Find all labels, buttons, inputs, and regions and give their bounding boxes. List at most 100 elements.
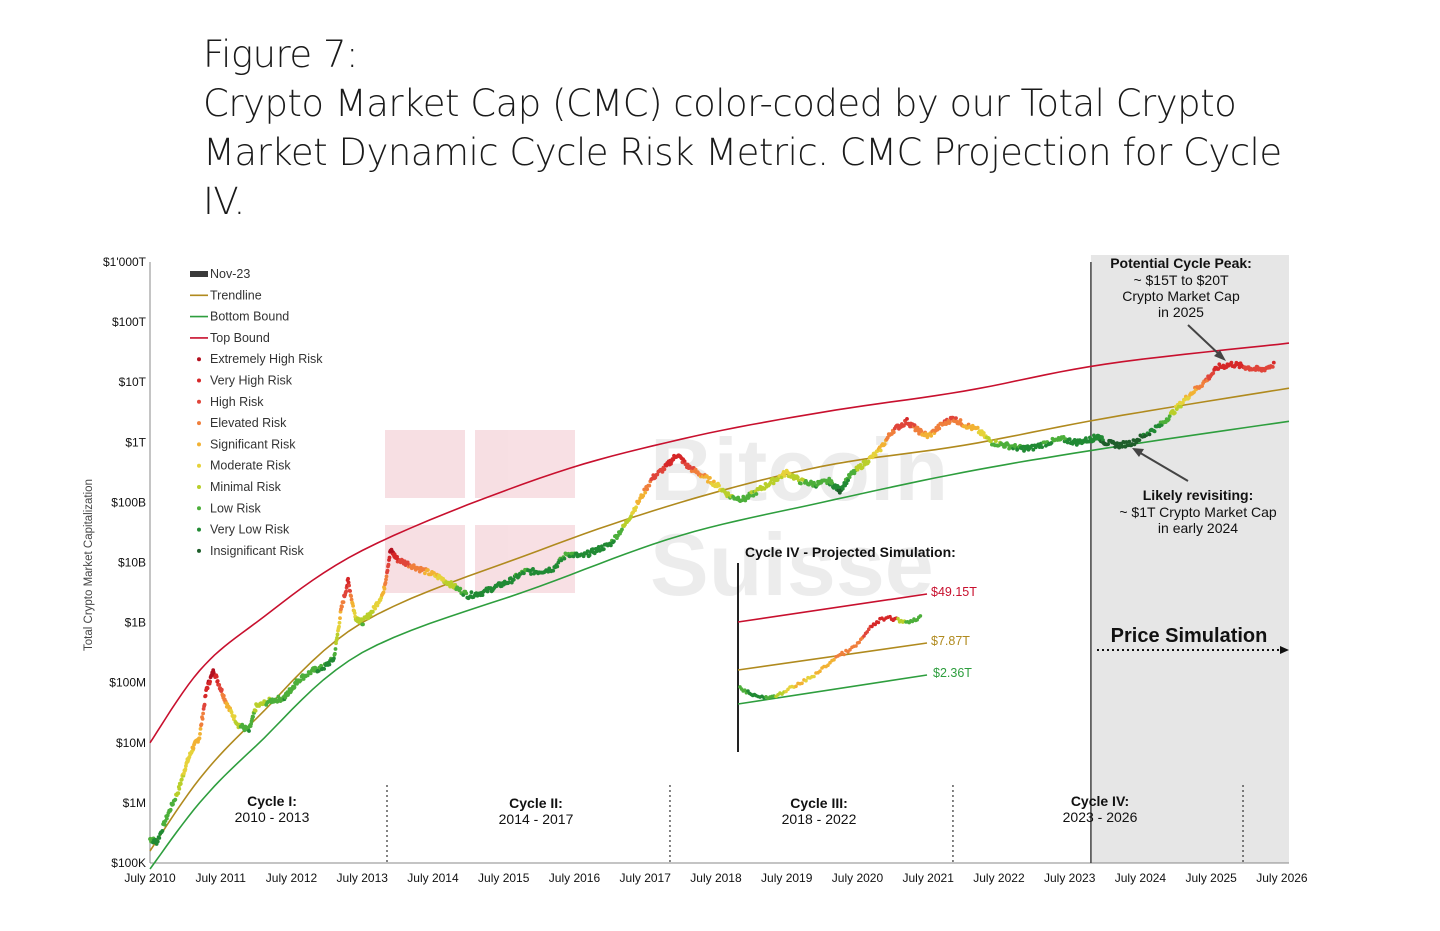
price-point: [531, 567, 535, 571]
price-point: [590, 547, 595, 552]
x-tick-label: July 2025: [1185, 871, 1237, 885]
price-point: [221, 693, 226, 698]
price-point: [858, 463, 863, 467]
price-point: [383, 580, 388, 585]
price-point: [795, 475, 800, 480]
peak-arrow: [1187, 324, 1223, 358]
price-point: [335, 636, 339, 640]
legend-label: High Risk: [210, 395, 264, 409]
price-point: [655, 472, 660, 477]
price-point: [251, 714, 256, 719]
y-tick-label: $10T: [119, 375, 147, 389]
price-point: [555, 564, 560, 569]
price-point: [1127, 439, 1132, 444]
price-point: [620, 527, 624, 532]
cycle-2-name: Cycle II:: [509, 795, 563, 811]
inset-price-point: [865, 630, 869, 634]
price-point: [830, 481, 835, 485]
price-point: [202, 702, 207, 707]
y-tick-label: $100T: [112, 315, 147, 329]
legend-swatch: [197, 421, 201, 426]
price-point: [712, 479, 716, 484]
price-point: [1200, 384, 1204, 388]
revisit-annotation: Likely revisiting: ~ $1T Crypto Market C…: [1119, 487, 1277, 536]
price-point: [782, 474, 787, 478]
legend-label: Bottom Bound: [210, 310, 289, 324]
price-point: [585, 549, 590, 554]
price-point: [633, 508, 637, 513]
price-point: [1181, 400, 1185, 405]
cycle-4-years: 2023 - 2026: [1063, 809, 1138, 825]
price-point: [183, 767, 188, 772]
y-tick-label: $1B: [125, 616, 146, 630]
price-point: [344, 589, 348, 594]
price-point: [917, 431, 921, 436]
price-point: [205, 686, 210, 691]
price-point: [1040, 445, 1044, 449]
peak-arrow-head: [1214, 350, 1226, 361]
inset-price-point: [812, 674, 816, 679]
price-point: [511, 577, 516, 582]
inset-price-point: [826, 663, 830, 667]
price-point: [275, 699, 280, 704]
price-point: [919, 429, 924, 433]
price-point: [860, 465, 865, 470]
bottom-bound-curve: [149, 420, 1290, 870]
legend-label: Insignificant Risk: [210, 544, 305, 558]
price-point: [581, 554, 586, 559]
figure-label: Figure 7:: [203, 33, 358, 76]
price-point: [370, 609, 375, 614]
inset-price-point: [818, 669, 822, 673]
price-point: [948, 419, 952, 424]
price-point: [201, 711, 206, 716]
inset-title: Cycle IV - Projected Simulation:: [745, 544, 956, 560]
price-point: [601, 547, 606, 551]
price-point: [203, 693, 208, 698]
price-point: [229, 710, 234, 715]
inset-price-point: [867, 627, 871, 631]
price-point: [405, 560, 410, 565]
price-point: [423, 571, 427, 576]
x-tick-label: July 2012: [266, 871, 318, 885]
legend-swatch: [197, 399, 201, 404]
price-point: [751, 493, 756, 498]
price-point: [1003, 444, 1007, 449]
legend-swatch: [197, 442, 201, 447]
price-point: [506, 580, 511, 585]
price-point: [873, 453, 878, 458]
x-tick-label: July 2015: [478, 871, 530, 885]
x-tick-label: July 2023: [1044, 871, 1096, 885]
price-point: [1270, 365, 1275, 369]
price-point: [847, 475, 852, 479]
price-point: [341, 600, 346, 604]
inset-simulation: Cycle IV - Projected Simulation: $49.15T…: [737, 544, 977, 752]
price-point: [708, 476, 712, 480]
figure-title-line-1: Crypto Market Cap (CMC) color-coded by o…: [203, 82, 1237, 125]
price-point: [878, 448, 883, 453]
legend-swatch: [197, 548, 201, 553]
price-point: [522, 571, 526, 576]
price-point: [799, 481, 803, 486]
inset-price-point: [794, 684, 798, 689]
price-point: [1179, 404, 1183, 409]
price-point: [157, 836, 162, 840]
price-point: [1192, 390, 1196, 394]
peak-annotation-line-2: Crypto Market Cap: [1122, 288, 1240, 304]
price-point: [384, 577, 388, 582]
price-point: [1137, 438, 1142, 442]
price-point: [937, 426, 942, 431]
price-point: [177, 787, 182, 791]
price-point: [929, 433, 934, 438]
price-point: [629, 514, 633, 519]
price-point: [155, 839, 160, 844]
price-simulation-label: Price Simulation: [1111, 625, 1268, 647]
price-point: [551, 568, 556, 573]
y-tick-label: $1M: [123, 796, 146, 810]
inset-price-point: [862, 634, 866, 638]
price-point: [464, 591, 469, 596]
price-point: [305, 673, 310, 678]
y-tick-label: $100M: [109, 676, 146, 690]
legend-label: Nov-23: [210, 267, 250, 281]
y-tick-label: $1'000T: [103, 255, 147, 269]
top-bound-curve: [149, 342, 1290, 744]
